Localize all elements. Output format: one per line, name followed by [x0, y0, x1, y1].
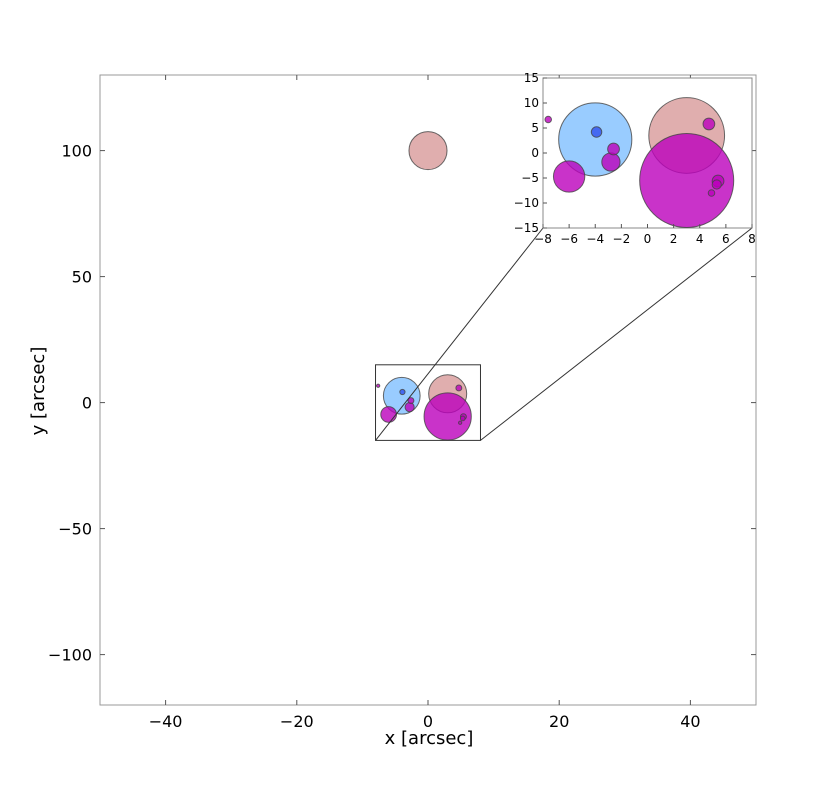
inset-data-point [552, 160, 586, 193]
inset-x-tick-label: −4 [586, 232, 604, 246]
inset-data-point [702, 117, 716, 131]
main-x-tick-label: 0 [423, 712, 433, 731]
main-data-point [376, 383, 381, 388]
main-y-tick-label: −50 [58, 520, 92, 539]
inset-data-point [607, 142, 620, 156]
main-y-tick-label: 50 [72, 268, 92, 287]
inset-data-point [707, 189, 716, 197]
inset-x-tick-label: −6 [560, 232, 578, 246]
main-x-tick-label: 20 [549, 712, 569, 731]
zoom-connector-lines [375, 227, 753, 441]
main-x-tick-label: −40 [149, 712, 183, 731]
inset-y-tick-label: 10 [524, 96, 539, 110]
zoom-region-box [375, 364, 481, 441]
inset-x-tick-label: 4 [696, 232, 704, 246]
inset-x-tick-label: −2 [613, 232, 631, 246]
main-y-tick-label: 0 [82, 394, 92, 413]
inset-y-tick-label: 15 [524, 71, 539, 85]
main-data-point [399, 388, 406, 396]
inset-x-tick-label: −8 [534, 232, 552, 246]
main-x-tick-label: −20 [280, 712, 314, 731]
main-data-point [407, 397, 415, 405]
inset-data-point [639, 132, 735, 228]
inset-y-tick-label: 5 [531, 121, 539, 135]
inset-y-tick-label: 0 [531, 146, 539, 160]
inset-y-tick-label: −5 [521, 171, 539, 185]
inset-data-point [601, 152, 621, 172]
inset-data-point [711, 179, 722, 190]
x-axis-label: x [arcsec] [385, 728, 474, 749]
main-data-point [459, 415, 466, 422]
inset-x-tick-label: 8 [748, 232, 756, 246]
main-data-point [380, 406, 398, 423]
inset-x-tick-label: 0 [644, 232, 652, 246]
zoom-connector-line [480, 227, 753, 441]
y-axis-label: y [arcsec] [28, 347, 49, 436]
zoom-connector-line [375, 227, 544, 441]
main-x-tick-label: 40 [680, 712, 700, 731]
main-data-point [408, 131, 448, 171]
main-y-tick-label: 100 [61, 142, 92, 161]
inset-plot: −8 −6 −4 −2 0 2 4 6 8 −15 −10 −5 0 5 10 15 [514, 71, 756, 246]
inset-data-point [544, 115, 552, 124]
main-y-tick-label: −100 [48, 646, 92, 665]
inset-x-tick-label: 6 [722, 232, 730, 246]
inset-x-tick-label: 2 [670, 232, 678, 246]
inset-y-tick-label: −15 [514, 221, 539, 235]
main-data-point [455, 384, 463, 392]
main-data-point [404, 402, 415, 413]
inset-y-tick-label: −10 [514, 196, 539, 210]
inset-data-point [590, 126, 603, 138]
main-data-point [458, 420, 463, 425]
